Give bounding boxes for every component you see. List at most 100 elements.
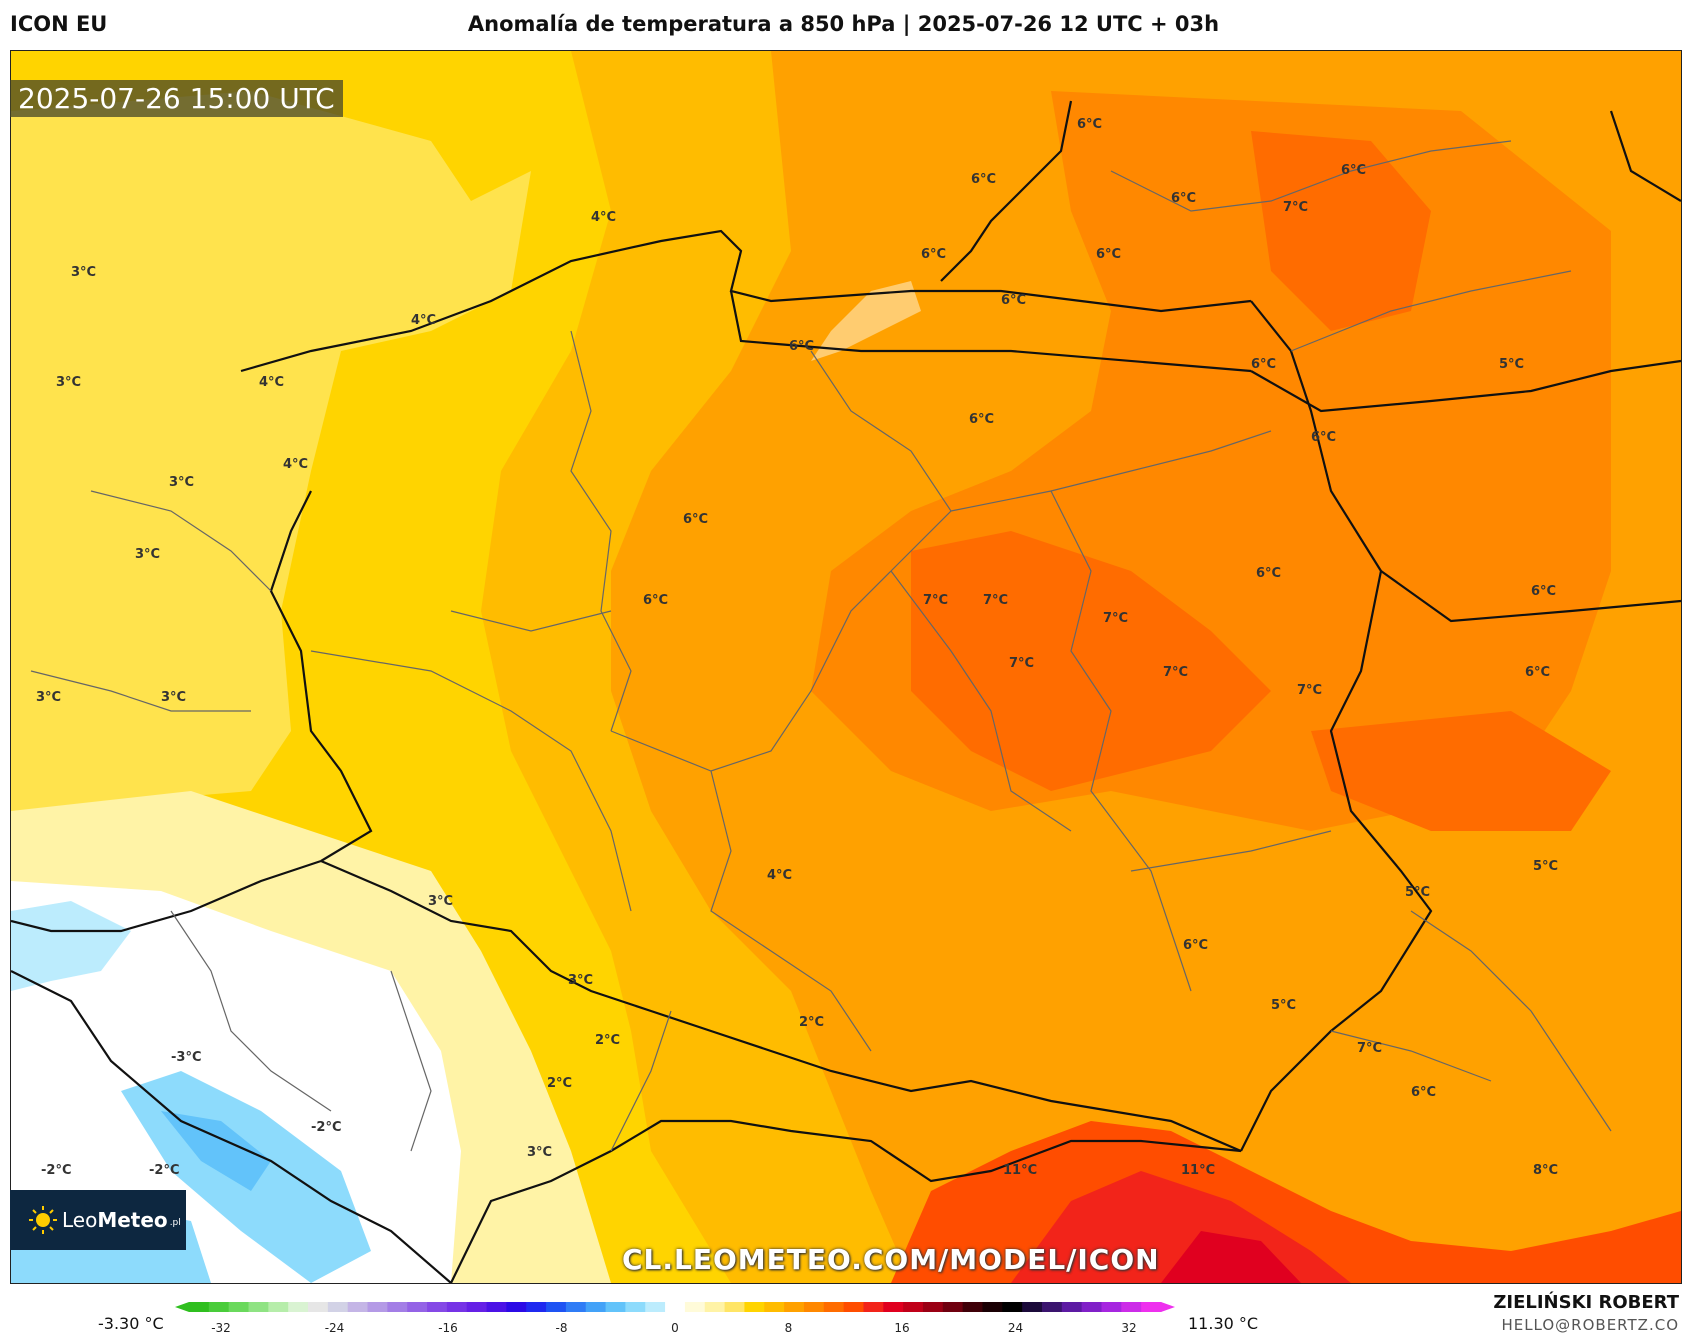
colorbar-cell (367, 1302, 388, 1312)
region-borders (30, 140, 1612, 1152)
contour-label: 6°C (1256, 566, 1281, 581)
contour-label: 11°C (1003, 1163, 1037, 1178)
valid-time-badge: 2025-07-26 15:00 UTC (10, 80, 343, 117)
colorbar-cell (1121, 1302, 1142, 1312)
colorbar-cell (248, 1302, 269, 1312)
map-title: Anomalía de temperatura a 850 hPa | 2025… (467, 12, 1220, 36)
contour-label: 4°C (283, 457, 308, 472)
contour-label: 6°C (643, 593, 668, 608)
contour-label: 6°C (1411, 1085, 1436, 1100)
contour-labels: 4°C 4°C 3°C 3°C 4°C 4°C 3°C 3°C 3°C 3°C 6°C 6°C 6°C 7… (36, 117, 1558, 1178)
model-url-watermark: CL.LEOMETEO.COM/MODEL/ICON (622, 1243, 1160, 1276)
colorbar-cell (724, 1302, 745, 1312)
contour-label: 6°C (1077, 117, 1102, 132)
colorbar-cell (605, 1302, 626, 1312)
colorbar-cell (407, 1302, 428, 1312)
logo-suffix: .pl (169, 1218, 181, 1228)
colorbar-cell (922, 1302, 944, 1312)
colorbar-cell (744, 1302, 765, 1312)
colorbar-tick-label: 16 (894, 1321, 909, 1335)
contour-label: 6°C (1171, 191, 1196, 206)
colorbar-cell (565, 1302, 587, 1312)
colorbar-cell (1101, 1302, 1122, 1312)
colorbar-cell (268, 1302, 289, 1312)
field-lagoon (811, 281, 921, 361)
contour-label: -2°C (41, 1163, 71, 1178)
colorbar-cell (1022, 1302, 1043, 1312)
colorbar-tick-label: -24 (325, 1321, 345, 1335)
contour-label: 5°C (1533, 859, 1558, 874)
model-name: ICON EU (10, 12, 108, 36)
contour-label: 11°C (1181, 1163, 1215, 1178)
colorbar-tick-label: -8 (556, 1321, 568, 1335)
colorbar-ticks: -32 -24 -16 -8 0 8 16 24 32 (211, 1321, 1136, 1335)
contour-label: 6°C (1531, 584, 1556, 599)
colorbar-cell (883, 1302, 904, 1312)
author-name: ZIELIŃSKI ROBERT (1493, 1292, 1679, 1313)
colorbar-cell (962, 1302, 983, 1312)
colorbar-cell (1002, 1302, 1023, 1312)
contour-label: 7°C (1103, 611, 1128, 626)
contour-label: -2°C (311, 1120, 341, 1135)
country-borders (11, 100, 1681, 1283)
colorbar-cell (506, 1302, 527, 1312)
contour-label: 8°C (1533, 1163, 1558, 1178)
contour-label: 3°C (527, 1145, 552, 1160)
colorbar-cell (308, 1302, 329, 1312)
contour-label: 3°C (568, 973, 593, 988)
colorbar-tick-label: -16 (438, 1321, 458, 1335)
colorbar-cell (823, 1302, 845, 1312)
colorbar-tick-label: 0 (671, 1321, 679, 1335)
colorbar-cell (1141, 1302, 1162, 1312)
colorbar-tick-label: 8 (785, 1321, 793, 1335)
colorbar-cell (625, 1302, 646, 1312)
contour-label: 2°C (799, 1015, 824, 1030)
field-light-west (11, 91, 531, 811)
colorbar-cell (645, 1302, 666, 1312)
logo-text: LeoMeteo (62, 1208, 168, 1232)
contour-label: 4°C (259, 375, 284, 390)
colorbar-cell (1041, 1302, 1063, 1312)
colorbar-cell (228, 1302, 250, 1312)
contour-label: 7°C (1163, 665, 1188, 680)
field-cold-core (161, 1111, 271, 1191)
colorbar-cell (486, 1302, 507, 1312)
colorbar-cell (387, 1302, 408, 1312)
temperature-anomaly-map[interactable]: 4°C 4°C 3°C 3°C 4°C 4°C 3°C 3°C 3°C 3°C 6°C 6°C 6°C 7… (10, 50, 1682, 1284)
colorbar-cell (843, 1302, 864, 1312)
colorbar-cell (288, 1302, 309, 1312)
colorbar-cell (466, 1302, 488, 1312)
contour-label: 3°C (161, 690, 186, 705)
colorbar-cell (704, 1302, 726, 1312)
colorbar-cell (764, 1302, 785, 1312)
author-email: HELLO@ROBERTZ.CO (1501, 1316, 1679, 1334)
colorbar-right-arrow (1161, 1302, 1175, 1312)
contour-label: 3°C (36, 690, 61, 705)
contour-label: 3°C (71, 265, 96, 280)
contour-label: 6°C (1183, 938, 1208, 953)
contour-label: 6°C (1525, 665, 1550, 680)
colorbar-cell (803, 1302, 825, 1312)
colorbar: -32 -24 -16 -8 0 8 16 24 32 (175, 1302, 1175, 1335)
contour-label: 6°C (683, 512, 708, 527)
colorbar-cell (1061, 1302, 1083, 1312)
colorbar-cell (982, 1302, 1003, 1312)
contour-label: 6°C (1311, 430, 1336, 445)
colorbar-cells (175, 1302, 1175, 1312)
map-canvas: 4°C 4°C 3°C 3°C 4°C 4°C 3°C 3°C 3°C 3°C 6°C 6°C 6°C 7… (11, 51, 1681, 1283)
contour-label: 6°C (971, 172, 996, 187)
contour-label: 4°C (767, 868, 792, 883)
contour-label: 7°C (923, 593, 948, 608)
contour-label: 6°C (1096, 247, 1121, 262)
colorbar-cell (684, 1302, 706, 1312)
contour-label: 2°C (595, 1033, 620, 1048)
field-warm-north-east (1251, 131, 1431, 331)
colorbar-left-arrow (175, 1302, 189, 1312)
colorbar-tick-label: 32 (1121, 1321, 1136, 1335)
contour-label: 4°C (411, 313, 436, 328)
colorbar-cell (208, 1302, 230, 1312)
contour-label: 3°C (56, 375, 81, 390)
contour-label: 6°C (921, 247, 946, 262)
contour-label: 3°C (169, 475, 194, 490)
leometeo-logo[interactable]: LeoMeteo .pl (10, 1190, 186, 1250)
